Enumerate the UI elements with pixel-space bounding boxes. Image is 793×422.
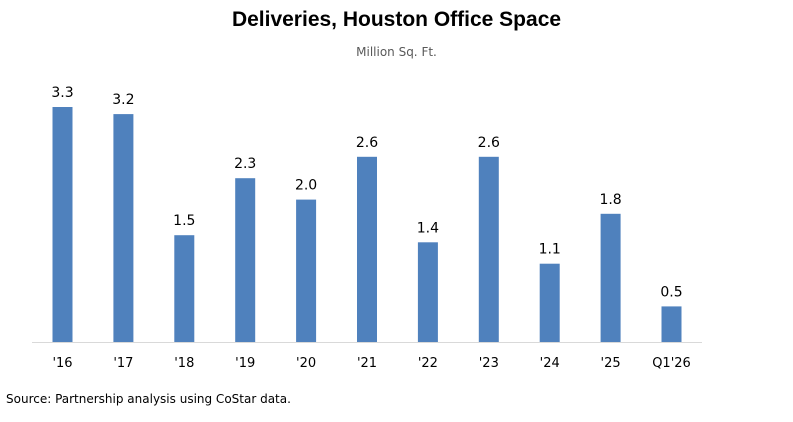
data-labels-group: 3.3 3.2 1.5 2.3 2.0 2.6 1.4 2.6 1.1 1.8 0.5: [51, 85, 682, 300]
source-note: Source: Partnership analysis using CoSta…: [6, 392, 291, 406]
data-label-2: 1.5: [173, 213, 195, 229]
data-label-4: 2.0: [295, 178, 317, 194]
x-tick-label-5: '21: [357, 356, 377, 371]
chart-title: Deliveries, Houston Office Space: [231, 8, 562, 31]
x-tick-label-4: '20: [296, 356, 316, 371]
data-label-6: 1.4: [417, 220, 439, 236]
x-tick-label-8: '24: [540, 356, 560, 371]
bar-7: [478, 156, 499, 342]
x-tick-label-6: '22: [418, 356, 438, 371]
bar-10: [661, 306, 682, 342]
bar-4: [296, 199, 317, 342]
x-tick-label-1: '17: [113, 356, 133, 371]
bar-2: [174, 235, 195, 342]
bar-8: [539, 263, 560, 342]
bar-6: [417, 242, 438, 342]
data-label-1: 3.2: [112, 92, 134, 108]
x-tick-labels-group: '16 '17 '18 '19 '20 '21 '22 '23 '24 '25 Q1'26: [52, 356, 690, 371]
x-tick-label-2: '18: [174, 356, 194, 371]
bars-group: [52, 107, 682, 342]
data-label-8: 1.1: [539, 242, 561, 258]
data-label-5: 2.6: [356, 135, 378, 151]
x-tick-label-9: '25: [601, 356, 621, 371]
x-tick-label-3: '19: [235, 356, 255, 371]
bar-3: [235, 178, 256, 342]
chart-subtitle: Million Sq. Ft.: [356, 45, 437, 59]
data-label-7: 2.6: [478, 135, 500, 151]
x-tick-label-7: '23: [479, 356, 499, 371]
bar-0: [52, 107, 73, 342]
bar-9: [600, 213, 621, 342]
data-label-3: 2.3: [234, 156, 256, 172]
data-label-10: 0.5: [660, 284, 682, 300]
x-tick-label-10: Q1'26: [652, 356, 691, 371]
x-tick-label-0: '16: [52, 356, 72, 371]
bar-5: [357, 156, 377, 342]
data-label-9: 1.8: [599, 192, 621, 208]
data-label-0: 3.3: [51, 85, 73, 101]
bar-1: [113, 114, 134, 342]
